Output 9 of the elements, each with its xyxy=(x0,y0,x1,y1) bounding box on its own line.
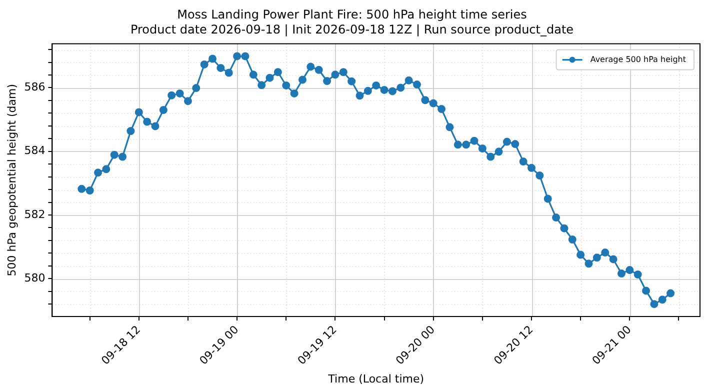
x-axis-title: Time (Local time) xyxy=(327,372,424,386)
y-tick-label: 586 xyxy=(24,80,46,94)
y-tick-label: 582 xyxy=(24,208,46,221)
y-tick-label: 580 xyxy=(24,271,46,284)
y-axis-title: 500 hPa geopotential height (dam) xyxy=(5,84,18,276)
legend-label: Average 500 hPa height xyxy=(590,54,686,64)
chart-title: Moss Landing Power Plant Fire: 500 hPa height time series xyxy=(177,7,527,22)
chart-subtitle: Product date 2026-09-18 | Init 2026-09-18 12Z | Run source product_date xyxy=(130,22,574,37)
y-tick-label: 584 xyxy=(24,144,46,158)
